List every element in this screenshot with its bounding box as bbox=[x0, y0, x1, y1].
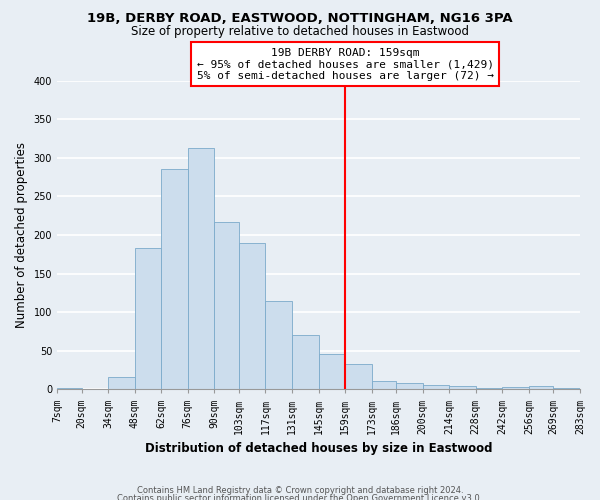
Text: 19B, DERBY ROAD, EASTWOOD, NOTTINGHAM, NG16 3PA: 19B, DERBY ROAD, EASTWOOD, NOTTINGHAM, N… bbox=[87, 12, 513, 26]
Text: Contains HM Land Registry data © Crown copyright and database right 2024.: Contains HM Land Registry data © Crown c… bbox=[137, 486, 463, 495]
Bar bbox=[214, 222, 239, 390]
Bar bbox=[553, 388, 580, 390]
Bar bbox=[345, 364, 371, 390]
Bar bbox=[396, 383, 423, 390]
Bar bbox=[57, 388, 82, 390]
Bar bbox=[239, 243, 265, 390]
Text: 19B DERBY ROAD: 159sqm
← 95% of detached houses are smaller (1,429)
5% of semi-d: 19B DERBY ROAD: 159sqm ← 95% of detached… bbox=[197, 48, 494, 80]
Text: Size of property relative to detached houses in Eastwood: Size of property relative to detached ho… bbox=[131, 25, 469, 38]
Bar bbox=[371, 381, 396, 390]
Y-axis label: Number of detached properties: Number of detached properties bbox=[15, 142, 28, 328]
Bar bbox=[108, 377, 135, 390]
Bar bbox=[476, 388, 502, 390]
Bar bbox=[529, 386, 553, 390]
Bar bbox=[319, 354, 345, 390]
X-axis label: Distribution of detached houses by size in Eastwood: Distribution of detached houses by size … bbox=[145, 442, 492, 455]
Bar bbox=[423, 385, 449, 390]
Bar bbox=[292, 336, 319, 390]
Bar bbox=[135, 248, 161, 390]
Bar bbox=[161, 170, 188, 390]
Bar bbox=[449, 386, 476, 390]
Bar bbox=[188, 148, 214, 390]
Text: Contains public sector information licensed under the Open Government Licence v3: Contains public sector information licen… bbox=[118, 494, 482, 500]
Bar bbox=[265, 300, 292, 390]
Bar bbox=[502, 387, 529, 390]
